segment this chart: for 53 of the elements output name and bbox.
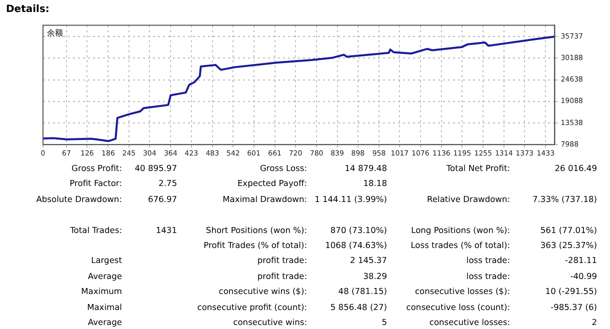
- text: 7.33% (737.18): [532, 194, 597, 204]
- text: 2 145.37: [350, 255, 387, 266]
- text: Largest: [90, 255, 122, 266]
- text: -281.11: [564, 255, 597, 266]
- text: 18.18: [363, 178, 387, 188]
- text: Gross Profit:: [70, 163, 122, 173]
- text: -40.99: [570, 270, 597, 281]
- text: Loss trades (% of total):: [410, 240, 510, 250]
- text: 40 895.97: [134, 163, 177, 173]
- text: consecutive loss (count):: [406, 302, 510, 312]
- text: Absolute Drawdown:: [35, 194, 122, 204]
- text: Expected Payoff:: [237, 178, 307, 188]
- text: consecutive wins ($):: [218, 286, 307, 296]
- text: Maximal: [86, 302, 122, 312]
- text: 2: [592, 317, 597, 327]
- text: 870 (73.10%): [330, 224, 387, 235]
- text: loss trade:: [466, 255, 510, 266]
- text: 1431: [156, 224, 177, 235]
- text: 14 879.48: [344, 163, 387, 173]
- text: profit trade:: [257, 270, 307, 281]
- text: Total Net Profit:: [446, 163, 510, 173]
- text: 1068 (74.63%): [325, 240, 387, 250]
- text: 5 856.48 (27): [330, 302, 387, 312]
- text: Long Positions (won %):: [411, 224, 510, 235]
- text: Maximal Drawdown:: [222, 194, 307, 204]
- text: profit trade:: [257, 255, 307, 266]
- text: 26 016.49: [554, 163, 597, 173]
- text: consecutive losses:: [429, 317, 510, 327]
- text: 余额: [47, 28, 63, 38]
- text: -985.37 (6): [550, 302, 597, 312]
- text: Profit Factor:: [68, 178, 122, 188]
- text: Profit Trades (% of total):: [202, 240, 307, 250]
- text: Gross Loss:: [260, 163, 307, 173]
- text: 10 (-291.55): [545, 286, 597, 296]
- text: consecutive wins:: [233, 317, 307, 327]
- text: Total Trades:: [69, 224, 122, 235]
- chart-title: Details:: [6, 4, 50, 15]
- text: 2.75: [158, 178, 177, 188]
- text: 5: [382, 317, 387, 327]
- text: 363 (25.37%): [540, 240, 597, 250]
- text: Average: [86, 317, 122, 327]
- text: Relative Drawdown:: [427, 194, 510, 204]
- text: 1 144.11 (3.99%): [314, 194, 387, 204]
- text: consecutive profit (count):: [197, 302, 307, 312]
- text: Maximum: [80, 286, 122, 296]
- text: loss trade:: [466, 270, 510, 281]
- text: 561 (77.01%): [540, 224, 597, 235]
- text: Short Positions (won %):: [206, 224, 307, 235]
- text: 48 (781.15): [338, 286, 387, 296]
- text: 38.29: [363, 270, 387, 281]
- text: 676.97: [148, 194, 177, 204]
- text: consecutive losses ($):: [415, 286, 510, 296]
- text: Average: [86, 270, 122, 281]
